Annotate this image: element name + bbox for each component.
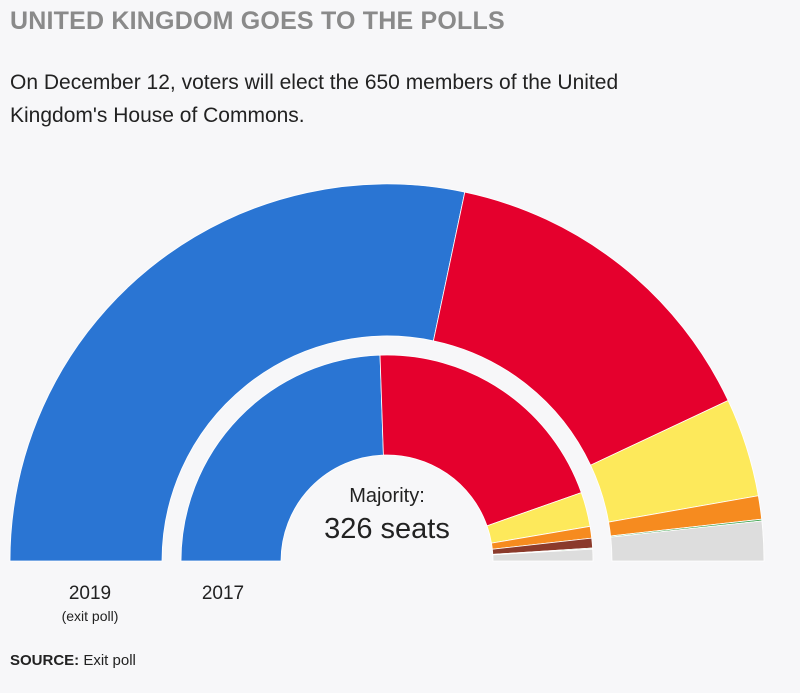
chart-subtitle: On December 12, voters will elect the 65… bbox=[10, 71, 619, 127]
ring-2017 bbox=[180, 354, 594, 562]
source-label: SOURCE: bbox=[10, 652, 80, 669]
source-note: SOURCE: Exit poll bbox=[10, 652, 136, 669]
segment-2017-labour bbox=[379, 354, 582, 527]
majority-seats-label: 326 seats bbox=[324, 513, 450, 545]
segment-2017-conservative bbox=[180, 354, 384, 562]
ring-note-2019: (exit poll) bbox=[62, 608, 119, 624]
chart-title: UNITED KINGDOM GOES TO THE POLLS bbox=[10, 7, 505, 35]
ring-label-2017: 2017 bbox=[202, 583, 244, 604]
segment-2019-other bbox=[610, 520, 765, 562]
segment-2017-other bbox=[492, 548, 594, 562]
source-text: Exit poll bbox=[83, 652, 136, 669]
segment-2019-labour bbox=[432, 191, 729, 466]
majority-label: Majority: bbox=[349, 485, 425, 507]
ring-label-2019: 2019 bbox=[69, 583, 111, 604]
segment-2019-conservative bbox=[9, 183, 466, 562]
ring-2019 bbox=[9, 183, 765, 562]
